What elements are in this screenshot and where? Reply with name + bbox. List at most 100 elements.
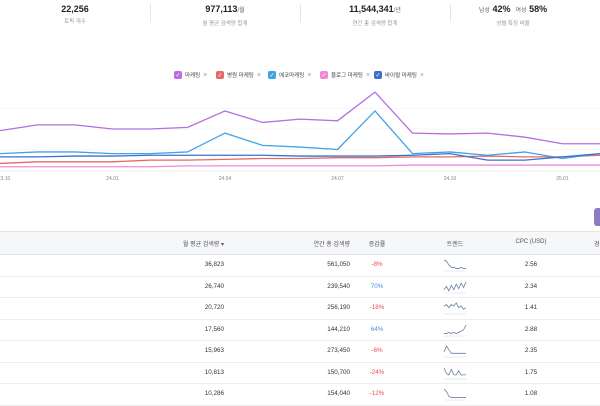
- divider: [150, 4, 151, 22]
- divider: [450, 4, 451, 22]
- table-row[interactable]: 26,740 239,540 70% 2.34: [0, 277, 600, 298]
- change-rate-value: -12%: [369, 390, 385, 397]
- change-rate-value: 64%: [370, 325, 384, 333]
- table-row[interactable]: 17,560 144,210 64% 2.88: [0, 320, 600, 341]
- legend-label: 병원 마케팅: [227, 73, 254, 79]
- yearly-search-value: 256,190: [327, 304, 350, 311]
- trend-sparkline: [443, 388, 466, 401]
- legend-chip-blog-marketing[interactable]: ✓ 블로그 마케팅 ×: [320, 69, 370, 81]
- monthly-search-value: 36,823: [204, 261, 224, 268]
- stat-unit: /년: [393, 8, 401, 14]
- legend-label: 바이럴 마케팅: [385, 73, 417, 79]
- trend-sparkline: [444, 324, 467, 336]
- table-row[interactable]: 10,813 150,700 -24% 1.75: [0, 363, 600, 384]
- series-line: [0, 91, 600, 145]
- yearly-search-value: 150,700: [327, 368, 350, 376]
- checkbox-icon[interactable]: ✓: [374, 71, 382, 79]
- x-tick-label: 24.10: [444, 176, 457, 182]
- keyword-table: 월 평균 검색량 ▾ 연간 총 검색량 증감률 트렌드 CPC (USD) 경 …: [0, 231, 600, 406]
- sparkline-path: [443, 259, 466, 269]
- change-rate-value: -24%: [369, 368, 385, 376]
- yearly-search-value: 273,450: [327, 347, 350, 354]
- close-icon[interactable]: ×: [256, 71, 261, 79]
- header-monthly-search[interactable]: 월 평균 검색량 ▾: [182, 242, 224, 248]
- change-rate-value: -8%: [371, 261, 383, 268]
- sparkline-path: [443, 388, 466, 398]
- stat-value: 11,544,341: [349, 4, 394, 14]
- trend-sparkline: [443, 345, 466, 358]
- checkbox-icon[interactable]: ✓: [268, 71, 276, 79]
- header-yearly-search[interactable]: 연간 총 검색량: [313, 242, 350, 248]
- stat-topic-count: 22,256 토픽 개수: [40, 3, 110, 25]
- male-label: 남성: [478, 8, 490, 14]
- header-cpc[interactable]: CPC (USD): [515, 239, 547, 245]
- legend-chip-viral-marketing[interactable]: ✓ 바이럴 마케팅 ×: [374, 69, 424, 81]
- sparkline-path: [443, 302, 467, 310]
- trend-sparkline: [443, 367, 466, 379]
- change-rate-value: -18%: [369, 304, 385, 311]
- yearly-search-value: 154,040: [327, 390, 350, 397]
- table-header: 월 평균 검색량 ▾ 연간 총 검색량 증감률 트렌드 CPC (USD) 경: [0, 231, 600, 255]
- trend-line-chart: 23.10 24.01 24.04 24.07 24.10 25.01: [0, 91, 600, 182]
- stat-value: 977,113: [205, 4, 238, 14]
- yearly-search-value: 239,540: [327, 282, 350, 290]
- x-tick-label: 23.10: [0, 176, 10, 182]
- monthly-search-value: 26,740: [204, 282, 224, 290]
- female-value: 58%: [529, 4, 548, 14]
- stat-gender-ratio: 남성 42% 여성 58% 성별 특징 비율: [468, 3, 558, 27]
- monthly-search-value: 15,963: [204, 347, 224, 354]
- monthly-search-value: 17,560: [204, 325, 224, 333]
- x-tick-label: 25.01: [556, 176, 569, 182]
- cpc-value: 2.88: [524, 325, 538, 333]
- checkbox-icon[interactable]: ✓: [216, 71, 224, 79]
- x-tick-label: 24.07: [331, 176, 344, 182]
- trend-sparkline: [443, 281, 467, 293]
- header-change-rate[interactable]: 증감률: [368, 242, 386, 248]
- cpc-value: 1.41: [524, 304, 538, 311]
- sparkline-path: [443, 345, 466, 354]
- close-icon[interactable]: ×: [307, 71, 312, 79]
- legend-chip-eco-marketing[interactable]: ✓ 에코마케팅 ×: [268, 69, 311, 81]
- stat-label: 토픽 개수: [64, 19, 86, 25]
- table-row[interactable]: 20,720 256,190 -18% 1.41: [0, 298, 600, 320]
- trend-sparkline: [443, 259, 466, 272]
- cpc-value: 2.56: [524, 261, 538, 268]
- close-icon[interactable]: ×: [365, 71, 370, 79]
- stat-label: 월 평균 검색량 합계: [202, 21, 248, 27]
- x-tick-label: 24.04: [219, 176, 232, 182]
- series-line: [0, 152, 600, 161]
- series-line: [0, 110, 600, 160]
- monthly-search-value: 20,720: [204, 304, 224, 311]
- table-row[interactable]: 36,823 561,050 -8% 2.56: [0, 255, 600, 277]
- cpc-value: 1.08: [524, 390, 538, 397]
- series-line: [0, 154, 600, 165]
- checkbox-icon[interactable]: ✓: [174, 71, 182, 79]
- sparkline-path: [444, 324, 467, 334]
- male-value: 42%: [492, 4, 511, 14]
- cpc-value: 1.75: [524, 368, 538, 376]
- header-extra[interactable]: 경: [594, 242, 600, 248]
- stats-bar: 22,256 토픽 개수 977,113/월 월 평균 검색량 합계 11,54…: [0, 0, 600, 28]
- legend-chip-hospital-marketing[interactable]: ✓ 병원 마케팅 ×: [216, 69, 261, 81]
- monthly-search-value: 10,813: [204, 368, 224, 376]
- stat-label: 연간 총 검색량 합계: [352, 21, 398, 27]
- female-label: 여성: [515, 8, 527, 14]
- stat-value: 22,256: [61, 4, 89, 14]
- side-panel-toggle-button[interactable]: [594, 208, 600, 226]
- table-row[interactable]: 15,963 273,450 -6% 2.35: [0, 341, 600, 363]
- legend-label: 마케팅: [185, 73, 201, 79]
- series-line: [0, 164, 600, 168]
- cpc-value: 2.34: [524, 282, 538, 290]
- table-row[interactable]: 10,286 154,040 -12% 1.08: [0, 384, 600, 406]
- stat-monthly-sum: 977,113/월 월 평균 검색량 합계: [185, 3, 265, 27]
- header-trend: 트렌드: [446, 242, 464, 248]
- change-rate-value: -6%: [371, 347, 383, 354]
- close-icon[interactable]: ×: [203, 71, 208, 79]
- close-icon[interactable]: ×: [419, 71, 424, 79]
- x-tick-label: 24.01: [106, 176, 119, 182]
- legend-chip-marketing[interactable]: ✓ 마케팅 ×: [174, 69, 207, 81]
- divider: [300, 4, 301, 22]
- stat-yearly-sum: 11,544,341/년 연간 총 검색량 합계: [335, 3, 415, 27]
- checkbox-icon[interactable]: ✓: [320, 71, 328, 79]
- cpc-value: 2.35: [524, 347, 538, 354]
